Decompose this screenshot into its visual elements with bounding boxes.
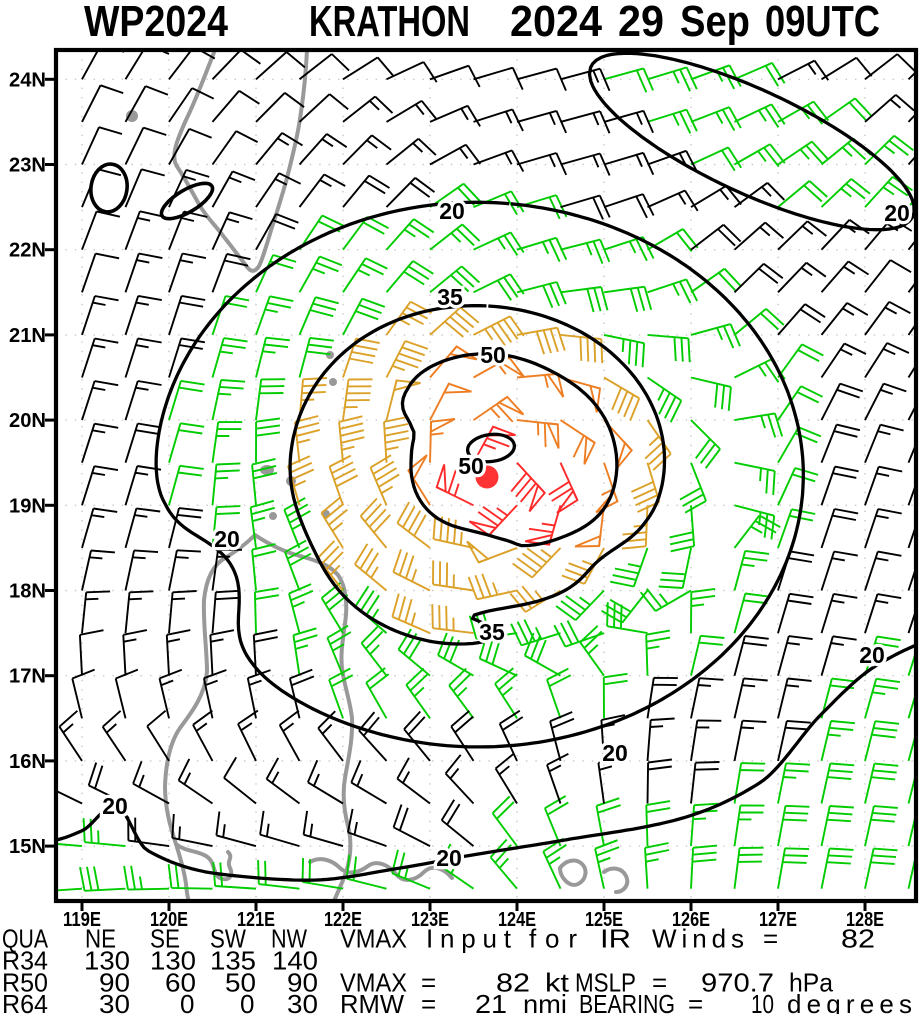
svg-text:20: 20 [884,200,910,226]
svg-text:130: 130 [84,946,130,976]
svg-text:123E: 123E [411,909,449,931]
svg-text:135: 135 [210,946,256,976]
svg-text:=: = [421,989,436,1014]
svg-text:RMW: RMW [340,989,404,1014]
svg-text:50: 50 [480,342,506,368]
svg-text:15N: 15N [9,836,46,858]
svg-text:Winds: Winds [652,924,744,954]
svg-text:=: = [421,968,436,998]
svg-text:nmi: nmi [523,989,567,1014]
svg-text:128E: 128E [846,909,884,931]
svg-text:50: 50 [458,453,484,479]
svg-text:50: 50 [480,342,506,368]
svg-text:=: = [688,989,703,1014]
svg-text:21: 21 [475,989,507,1014]
svg-text:20: 20 [859,642,885,668]
svg-text:20N: 20N [9,410,46,432]
svg-text:19N: 19N [9,495,46,517]
svg-text:IR: IR [600,924,631,954]
svg-text:20: 20 [214,526,240,552]
svg-text:90: 90 [99,968,130,998]
svg-text:120E: 120E [150,909,188,931]
svg-text:29: 29 [618,0,664,46]
svg-text:20: 20 [884,200,910,226]
svg-text:30: 30 [99,989,130,1014]
svg-text:140: 140 [272,946,318,976]
svg-text:hPa: hPa [789,968,834,998]
svg-text:degrees: degrees [787,989,912,1014]
svg-text:130: 130 [150,946,196,976]
svg-text:KRATHON: KRATHON [309,0,470,46]
svg-text:50: 50 [458,453,484,479]
svg-text:21N: 21N [9,325,46,347]
svg-text:24N: 24N [9,69,46,91]
svg-text:0: 0 [240,989,254,1014]
svg-text:20: 20 [859,642,885,668]
svg-text:20: 20 [439,198,465,224]
svg-text:17N: 17N [9,666,46,688]
svg-text:BEARING: BEARING [579,989,675,1014]
svg-text:60: 60 [165,968,196,998]
svg-text:90: 90 [287,968,318,998]
svg-text:WP2024: WP2024 [84,0,228,46]
svg-text:122E: 122E [324,909,362,931]
svg-text:SE: SE [150,924,180,954]
svg-text:970.7: 970.7 [701,968,774,998]
svg-text:20: 20 [102,793,128,819]
svg-text:22N: 22N [9,240,46,262]
svg-text:20: 20 [602,740,628,766]
svg-text:127E: 127E [759,909,797,931]
svg-text:Sep: Sep [680,0,750,46]
svg-text:2024: 2024 [510,0,602,46]
svg-text:09UTC: 09UTC [765,0,880,46]
svg-text:NE: NE [85,924,116,954]
svg-text:35: 35 [479,619,505,645]
svg-text:50: 50 [225,968,256,998]
svg-text:82: 82 [841,924,875,954]
svg-text:=: = [763,924,778,954]
svg-text:35: 35 [437,284,463,310]
svg-text:SW: SW [210,924,246,954]
svg-text:20: 20 [214,526,240,552]
svg-text:=: = [652,968,667,998]
svg-text:35: 35 [437,284,463,310]
svg-text:kt: kt [545,968,570,998]
svg-text:30: 30 [287,989,318,1014]
svg-text:35: 35 [479,619,505,645]
svg-text:0: 0 [180,989,194,1014]
svg-text:121E: 121E [237,909,275,931]
svg-text:NW: NW [271,924,307,954]
svg-text:R50: R50 [2,968,48,998]
svg-text:VMAX: VMAX [340,968,407,998]
svg-text:MSLP: MSLP [575,968,636,998]
svg-text:10: 10 [751,989,774,1014]
svg-text:20: 20 [602,740,628,766]
svg-text:23N: 23N [9,155,46,177]
svg-text:20: 20 [439,198,465,224]
svg-text:82: 82 [496,968,530,998]
svg-text:20: 20 [436,845,462,871]
svg-text:20: 20 [102,793,128,819]
svg-text:VMAX: VMAX [340,924,407,954]
svg-text:126E: 126E [672,909,710,931]
svg-text:20: 20 [436,845,462,871]
svg-text:125E: 125E [585,909,623,931]
svg-text:18N: 18N [9,581,46,603]
svg-text:R34: R34 [2,946,48,976]
svg-text:QUA: QUA [2,924,49,954]
svg-text:124E: 124E [498,909,536,931]
svg-text:16N: 16N [9,751,46,773]
svg-text:R64: R64 [2,989,48,1014]
svg-text:119E: 119E [63,909,101,931]
